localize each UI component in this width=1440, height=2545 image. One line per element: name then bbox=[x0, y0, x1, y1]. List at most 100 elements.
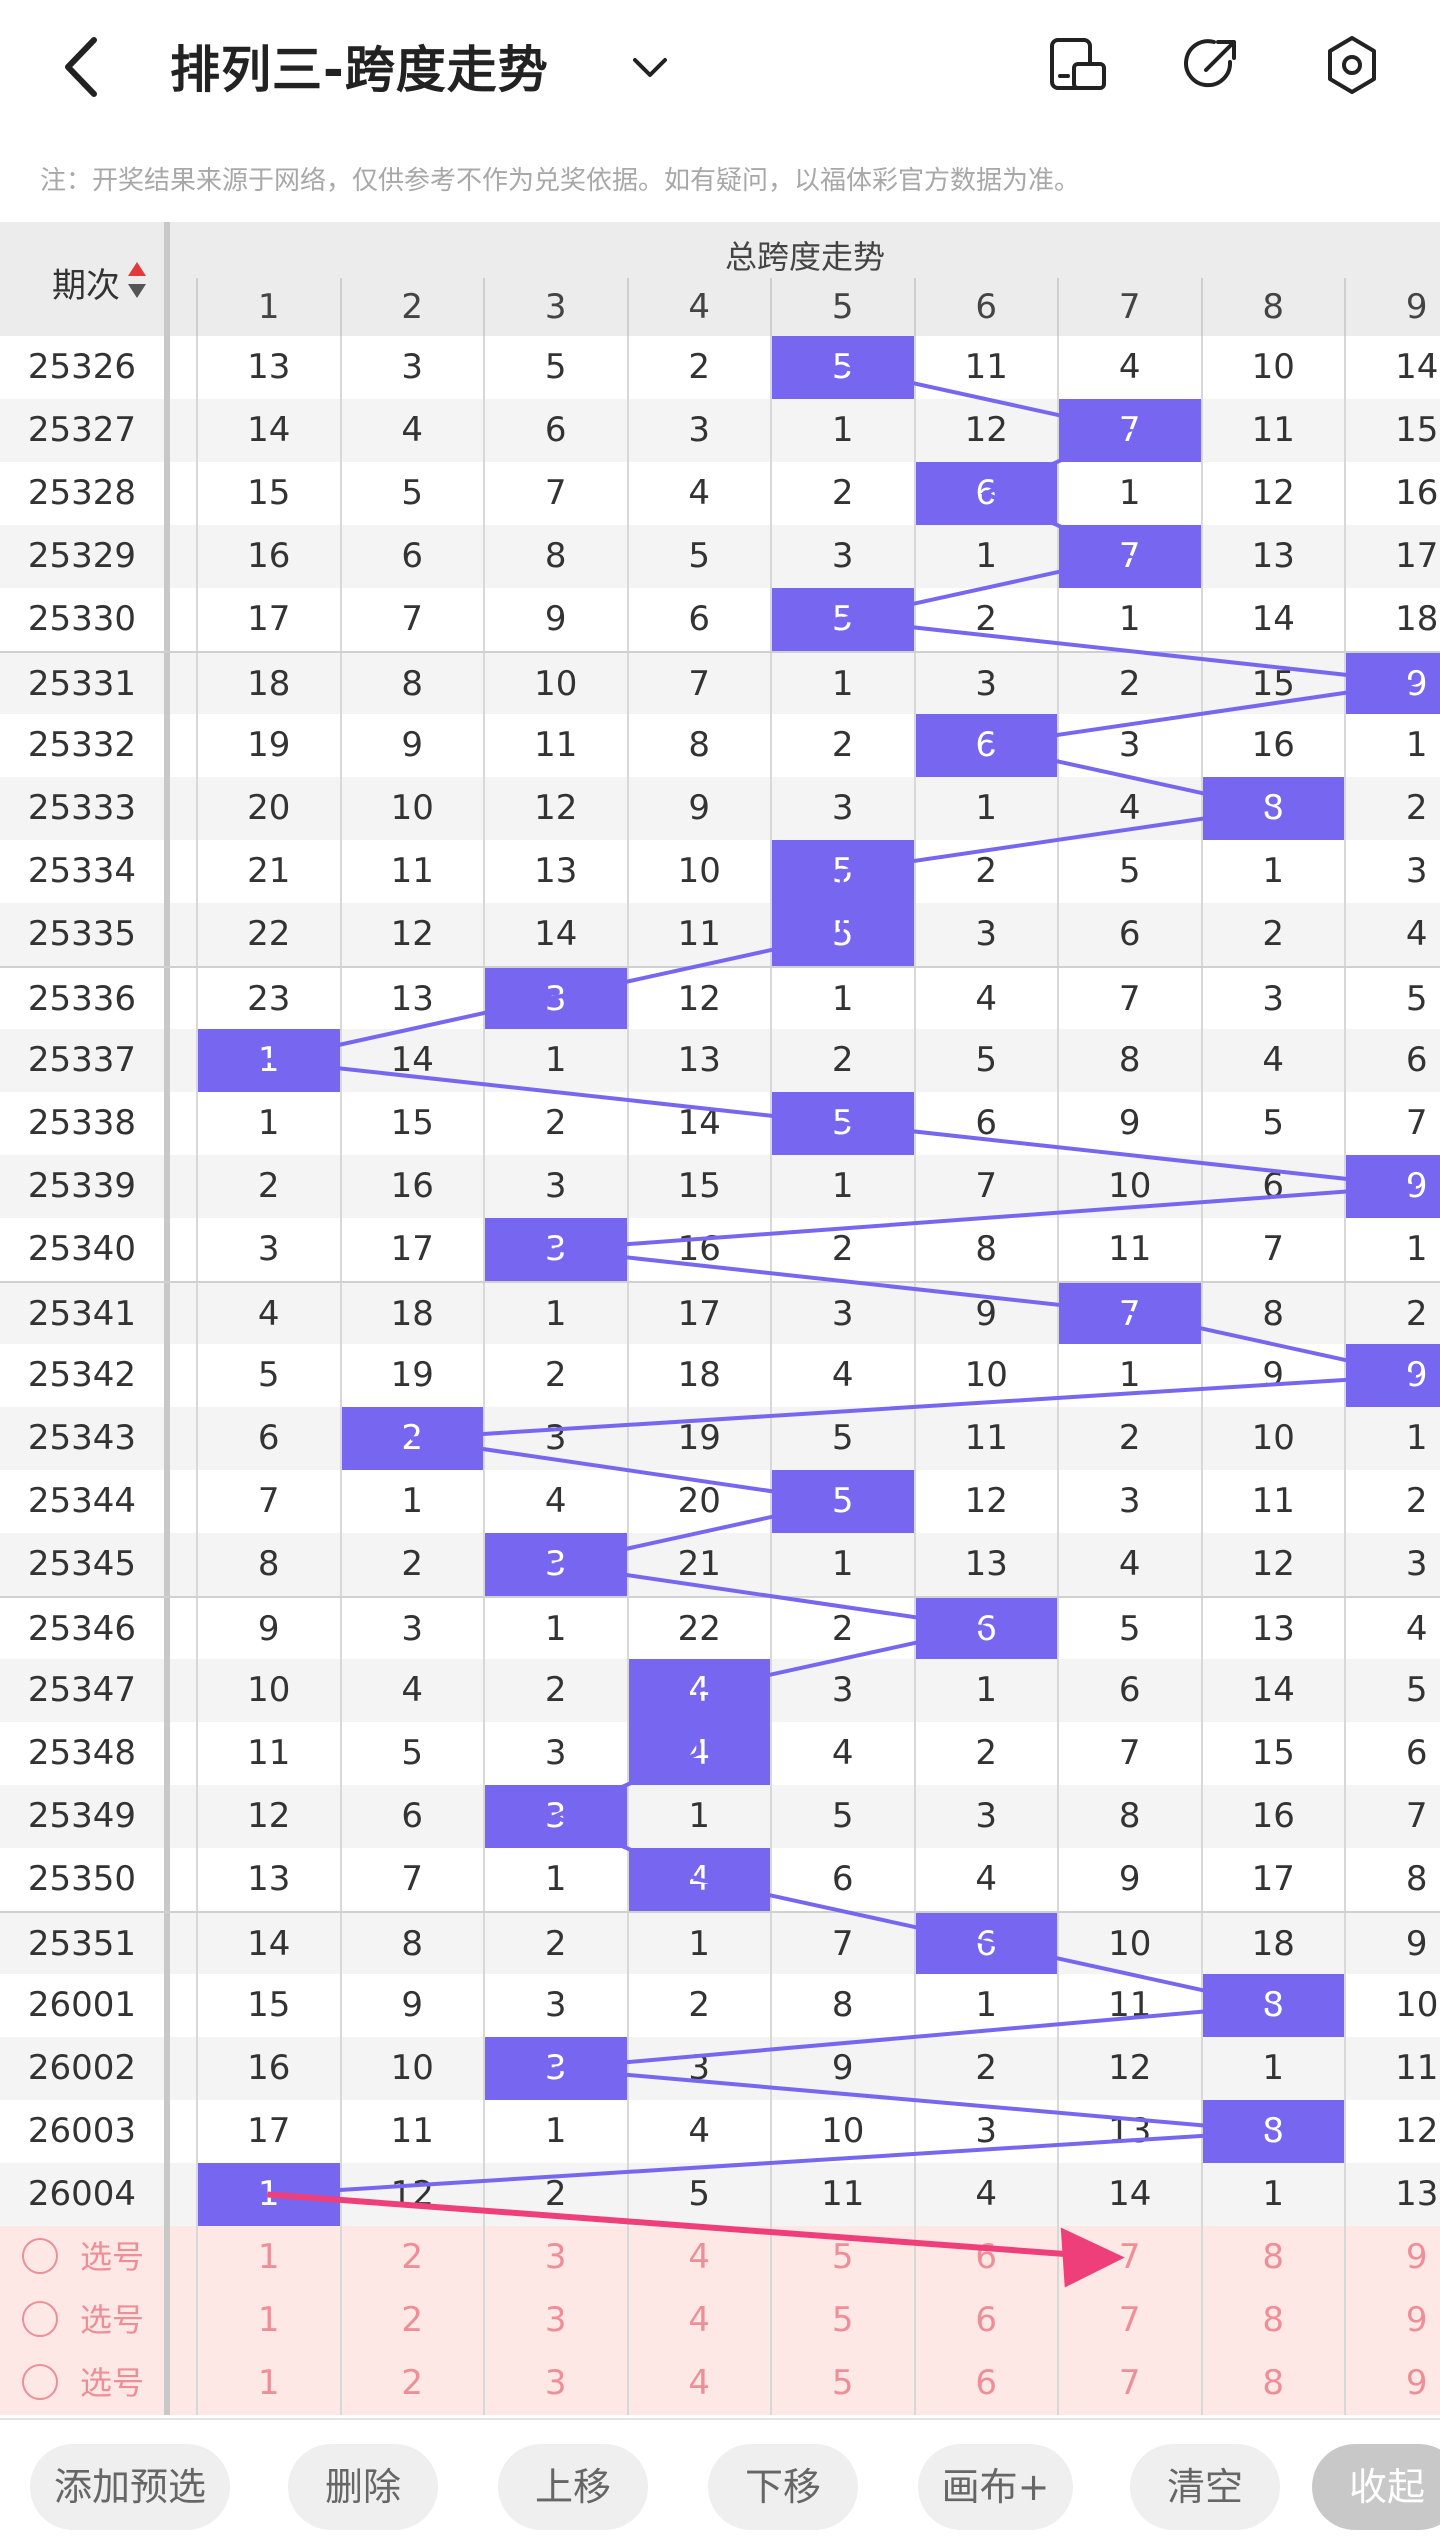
miss-count-cell: 1 bbox=[1200, 840, 1345, 903]
period-cell: 25335 bbox=[0, 903, 170, 966]
column-header-8: 8 bbox=[1200, 278, 1345, 336]
select-number-cell[interactable]: 8 bbox=[1200, 2352, 1345, 2415]
period-cell: 26001 bbox=[0, 1974, 170, 2037]
select-number-cell[interactable]: 9 bbox=[1344, 2289, 1440, 2352]
miss-count-cell: 19 bbox=[196, 714, 340, 777]
select-number-cell[interactable]: 4 bbox=[626, 2289, 771, 2352]
miss-count-cell: 8 bbox=[196, 1533, 340, 1596]
add-preselect-button[interactable]: 添加预选 bbox=[30, 2444, 230, 2530]
hit-cell: 6 bbox=[913, 714, 1057, 777]
period-column-header[interactable]: 期次 bbox=[0, 222, 170, 336]
sort-icon[interactable] bbox=[126, 260, 148, 300]
canvas-plus-button[interactable]: 画布+ bbox=[918, 2444, 1073, 2530]
miss-count-cell: 1 bbox=[913, 777, 1058, 840]
miss-count-cell: 18 bbox=[339, 1283, 484, 1346]
select-number-cell[interactable]: 7 bbox=[1057, 2226, 1201, 2289]
miss-count-cell: 18 bbox=[626, 1344, 771, 1407]
select-number-cell[interactable]: 5 bbox=[770, 2226, 914, 2289]
miss-count-cell: 2 bbox=[483, 2163, 627, 2226]
select-number-cell[interactable]: 5 bbox=[770, 2352, 914, 2415]
select-number-cell[interactable]: 5 bbox=[770, 2289, 914, 2352]
hit-cell: 3 bbox=[483, 1533, 627, 1596]
table-row: 26004 1 12 2 5 11 4 14 1 13 bbox=[0, 2163, 1440, 2226]
select-row-label[interactable]: 选号 bbox=[0, 2226, 170, 2289]
chevron-down-icon[interactable] bbox=[625, 42, 675, 92]
select-number-cell[interactable]: 6 bbox=[913, 2352, 1058, 2415]
hit-cell: 5 bbox=[770, 336, 914, 399]
miss-count-cell: 14 bbox=[1200, 588, 1345, 651]
miss-count-cell: 1 bbox=[1057, 462, 1201, 525]
hit-cell: 3 bbox=[483, 1218, 627, 1281]
miss-count-cell: 6 bbox=[1344, 1722, 1440, 1785]
move-down-button[interactable]: 下移 bbox=[708, 2444, 858, 2530]
select-number-cell[interactable]: 6 bbox=[913, 2226, 1058, 2289]
miss-count-cell: 7 bbox=[1344, 1785, 1440, 1848]
select-number-cell[interactable]: 3 bbox=[483, 2352, 627, 2415]
miss-count-cell: 6 bbox=[1057, 903, 1201, 966]
select-number-cell[interactable]: 1 bbox=[196, 2226, 340, 2289]
miss-count-cell: 1 bbox=[483, 1598, 627, 1661]
period-cell: 25326 bbox=[0, 336, 170, 399]
miss-count-cell: 5 bbox=[626, 2163, 771, 2226]
miss-count-cell: 11 bbox=[339, 840, 484, 903]
select-number-cell[interactable]: 1 bbox=[196, 2289, 340, 2352]
clear-button[interactable]: 清空 bbox=[1130, 2444, 1280, 2530]
layout-icon[interactable] bbox=[1046, 30, 1110, 100]
page-title[interactable]: 排列三-跨度走势 bbox=[170, 41, 549, 99]
select-row-label[interactable]: 选号 bbox=[0, 2289, 170, 2352]
select-number-cell[interactable]: 7 bbox=[1057, 2352, 1201, 2415]
bottom-toolbar: 添加预选 删除 上移 下移 画布+ 清空 收起 bbox=[0, 2418, 1440, 2545]
miss-count-cell: 10 bbox=[913, 1344, 1058, 1407]
settings-icon[interactable] bbox=[1320, 30, 1384, 100]
disclaimer-notice: 注：开奖结果来源于网络，仅供参考不作为兑奖依据。如有疑问，以福体彩官方数据为准。 bbox=[40, 166, 1081, 196]
select-number-cell[interactable]: 3 bbox=[483, 2289, 627, 2352]
select-number-cell[interactable]: 2 bbox=[339, 2289, 484, 2352]
miss-count-cell: 3 bbox=[626, 2037, 771, 2100]
miss-count-cell: 9 bbox=[1057, 1092, 1201, 1155]
miss-count-cell: 3 bbox=[770, 525, 914, 588]
miss-count-cell: 10 bbox=[339, 777, 484, 840]
miss-count-cell: 4 bbox=[913, 1848, 1058, 1911]
collapse-button[interactable]: 收起 bbox=[1312, 2444, 1440, 2530]
miss-count-cell: 4 bbox=[626, 462, 771, 525]
radio-circle-icon[interactable] bbox=[22, 2364, 58, 2400]
period-cell: 25349 bbox=[0, 1785, 170, 1848]
select-number-cell[interactable]: 2 bbox=[339, 2226, 484, 2289]
miss-count-cell: 7 bbox=[770, 1913, 914, 1976]
miss-count-cell: 16 bbox=[626, 1218, 771, 1281]
miss-count-cell: 18 bbox=[196, 653, 340, 716]
select-number-cell[interactable]: 8 bbox=[1200, 2289, 1345, 2352]
miss-count-cell: 8 bbox=[1344, 1848, 1440, 1911]
miss-count-cell: 13 bbox=[626, 1029, 771, 1092]
select-number-cell[interactable]: 6 bbox=[913, 2289, 1058, 2352]
select-number-cell[interactable]: 8 bbox=[1200, 2226, 1345, 2289]
select-number-cell[interactable]: 3 bbox=[483, 2226, 627, 2289]
radio-circle-icon[interactable] bbox=[22, 2301, 58, 2337]
select-number-cell[interactable]: 4 bbox=[626, 2226, 771, 2289]
share-icon[interactable] bbox=[1180, 30, 1244, 100]
miss-count-cell: 1 bbox=[1057, 1344, 1201, 1407]
select-number-cell[interactable]: 1 bbox=[196, 2352, 340, 2415]
miss-count-cell: 3 bbox=[626, 399, 771, 462]
hit-cell: 2 bbox=[339, 1407, 483, 1470]
period-cell: 25336 bbox=[0, 968, 170, 1031]
miss-count-cell: 20 bbox=[196, 777, 340, 840]
period-cell: 26004 bbox=[0, 2163, 170, 2226]
select-number-cell[interactable]: 4 bbox=[626, 2352, 771, 2415]
miss-count-cell: 1 bbox=[483, 1848, 627, 1911]
miss-count-cell: 17 bbox=[1344, 525, 1440, 588]
move-up-button[interactable]: 上移 bbox=[498, 2444, 648, 2530]
miss-count-cell: 8 bbox=[339, 1913, 484, 1976]
select-row-label[interactable]: 选号 bbox=[0, 2352, 170, 2415]
select-number-cell[interactable]: 9 bbox=[1344, 2352, 1440, 2415]
group-header: 总跨度走势 bbox=[170, 222, 1440, 278]
miss-count-cell: 12 bbox=[1344, 2100, 1440, 2163]
select-number-cell[interactable]: 9 bbox=[1344, 2226, 1440, 2289]
select-number-cell[interactable]: 7 bbox=[1057, 2289, 1201, 2352]
miss-count-cell: 3 bbox=[483, 1155, 627, 1218]
delete-button[interactable]: 删除 bbox=[288, 2444, 438, 2530]
radio-circle-icon[interactable] bbox=[22, 2238, 58, 2274]
back-icon[interactable] bbox=[52, 32, 112, 102]
select-number-cell[interactable]: 2 bbox=[339, 2352, 484, 2415]
app-header: 排列三-跨度走势 bbox=[0, 0, 1440, 132]
